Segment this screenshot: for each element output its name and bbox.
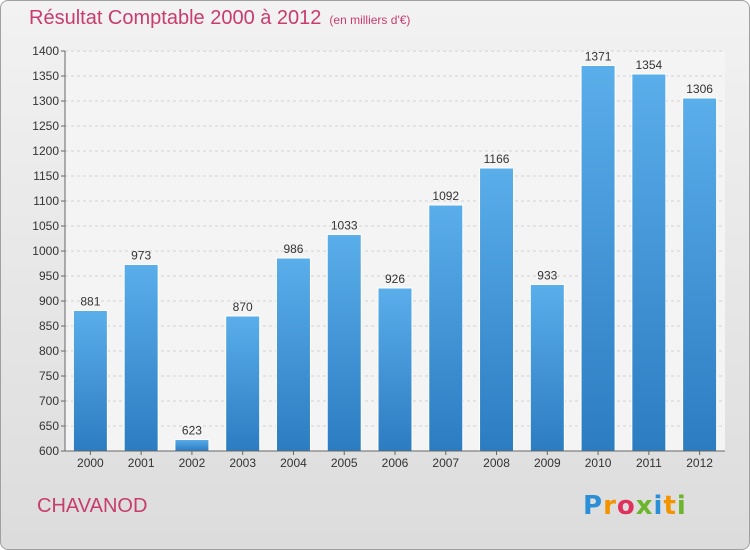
data-label-2009: 933 bbox=[537, 269, 557, 283]
bar-2004 bbox=[275, 257, 311, 452]
y-tick-label: 1050 bbox=[32, 219, 59, 233]
data-label-2003: 870 bbox=[233, 300, 253, 314]
chart-title-text: Résultat Comptable 2000 à 2012 bbox=[29, 7, 322, 29]
y-tick-label: 1150 bbox=[33, 169, 59, 183]
data-label-2004: 986 bbox=[283, 242, 303, 256]
y-tick-label: 1350 bbox=[32, 69, 59, 83]
y-axis: 600 650 700 750 800 850 900 950 1000 1050 1100 1150… bbox=[32, 44, 65, 458]
x-tick-label: 2000 bbox=[77, 456, 104, 470]
x-tick-label: 2004 bbox=[280, 456, 307, 470]
bar-2002 bbox=[174, 439, 210, 452]
bar-2006 bbox=[377, 287, 413, 452]
x-tick-label: 2012 bbox=[686, 456, 713, 470]
bar-2007 bbox=[428, 204, 464, 452]
data-label-2001: 973 bbox=[131, 249, 151, 263]
x-axis: 2000 2001 2002 2003 2004 2005 2006 2007 2008 2009… bbox=[77, 451, 713, 470]
proxiti-logo: Proxiti bbox=[583, 491, 687, 521]
y-tick-label: 1300 bbox=[32, 94, 59, 108]
data-label-2012: 1306 bbox=[686, 82, 713, 96]
x-tick-label: 2009 bbox=[534, 456, 561, 470]
x-tick-label: 2003 bbox=[229, 456, 256, 470]
y-tick-label: 850 bbox=[39, 319, 59, 333]
data-label-2011: 1354 bbox=[635, 58, 662, 72]
town-name: CHAVANOD bbox=[37, 495, 148, 517]
x-tick-label: 2008 bbox=[483, 456, 510, 470]
bar-2000 bbox=[72, 310, 108, 452]
y-tick-label: 650 bbox=[39, 419, 59, 433]
y-tick-label: 1000 bbox=[32, 244, 59, 258]
x-tick-label: 2011 bbox=[636, 456, 662, 470]
x-tick-label: 2010 bbox=[585, 456, 612, 470]
bar-2010 bbox=[580, 65, 616, 452]
x-tick-label: 2005 bbox=[331, 456, 358, 470]
y-tick-label: 950 bbox=[39, 269, 59, 283]
y-tick-label: 1200 bbox=[32, 144, 59, 158]
data-label-2002: 623 bbox=[182, 424, 202, 438]
y-tick-label: 1250 bbox=[32, 119, 59, 133]
y-tick-label: 750 bbox=[39, 369, 59, 383]
y-tick-label: 900 bbox=[39, 294, 59, 308]
data-label-2005: 1033 bbox=[331, 219, 358, 233]
data-label-2000: 881 bbox=[80, 295, 100, 309]
data-label-2010: 1371 bbox=[585, 50, 612, 64]
x-tick-label: 2006 bbox=[382, 456, 409, 470]
bar-2003 bbox=[225, 315, 261, 452]
y-tick-label: 1400 bbox=[32, 44, 59, 58]
data-label-2006: 926 bbox=[385, 272, 405, 286]
data-label-2008: 1166 bbox=[484, 152, 510, 166]
bar-2009 bbox=[529, 284, 565, 452]
chart-subtitle: (en milliers d'€) bbox=[329, 13, 411, 27]
y-tick-label: 1100 bbox=[33, 194, 59, 208]
x-tick-label: 2001 bbox=[128, 456, 155, 470]
bar-2012 bbox=[682, 97, 718, 452]
y-tick-label: 600 bbox=[39, 444, 59, 458]
x-tick-label: 2007 bbox=[432, 456, 459, 470]
chart-title: Résultat Comptable 2000 à 2012 (en millie… bbox=[29, 7, 410, 30]
bar-2008 bbox=[479, 167, 515, 452]
data-label-2007: 1092 bbox=[432, 189, 459, 203]
bar-2001 bbox=[123, 264, 159, 452]
y-tick-label: 700 bbox=[39, 394, 59, 408]
bar-2005 bbox=[326, 234, 362, 452]
x-tick-label: 2002 bbox=[179, 456, 206, 470]
y-tick-label: 800 bbox=[39, 344, 59, 358]
bars: 881 973 623 870 986 1033 926 1092 1166 933 1371 135… bbox=[72, 50, 718, 452]
bar-2011 bbox=[631, 73, 667, 452]
